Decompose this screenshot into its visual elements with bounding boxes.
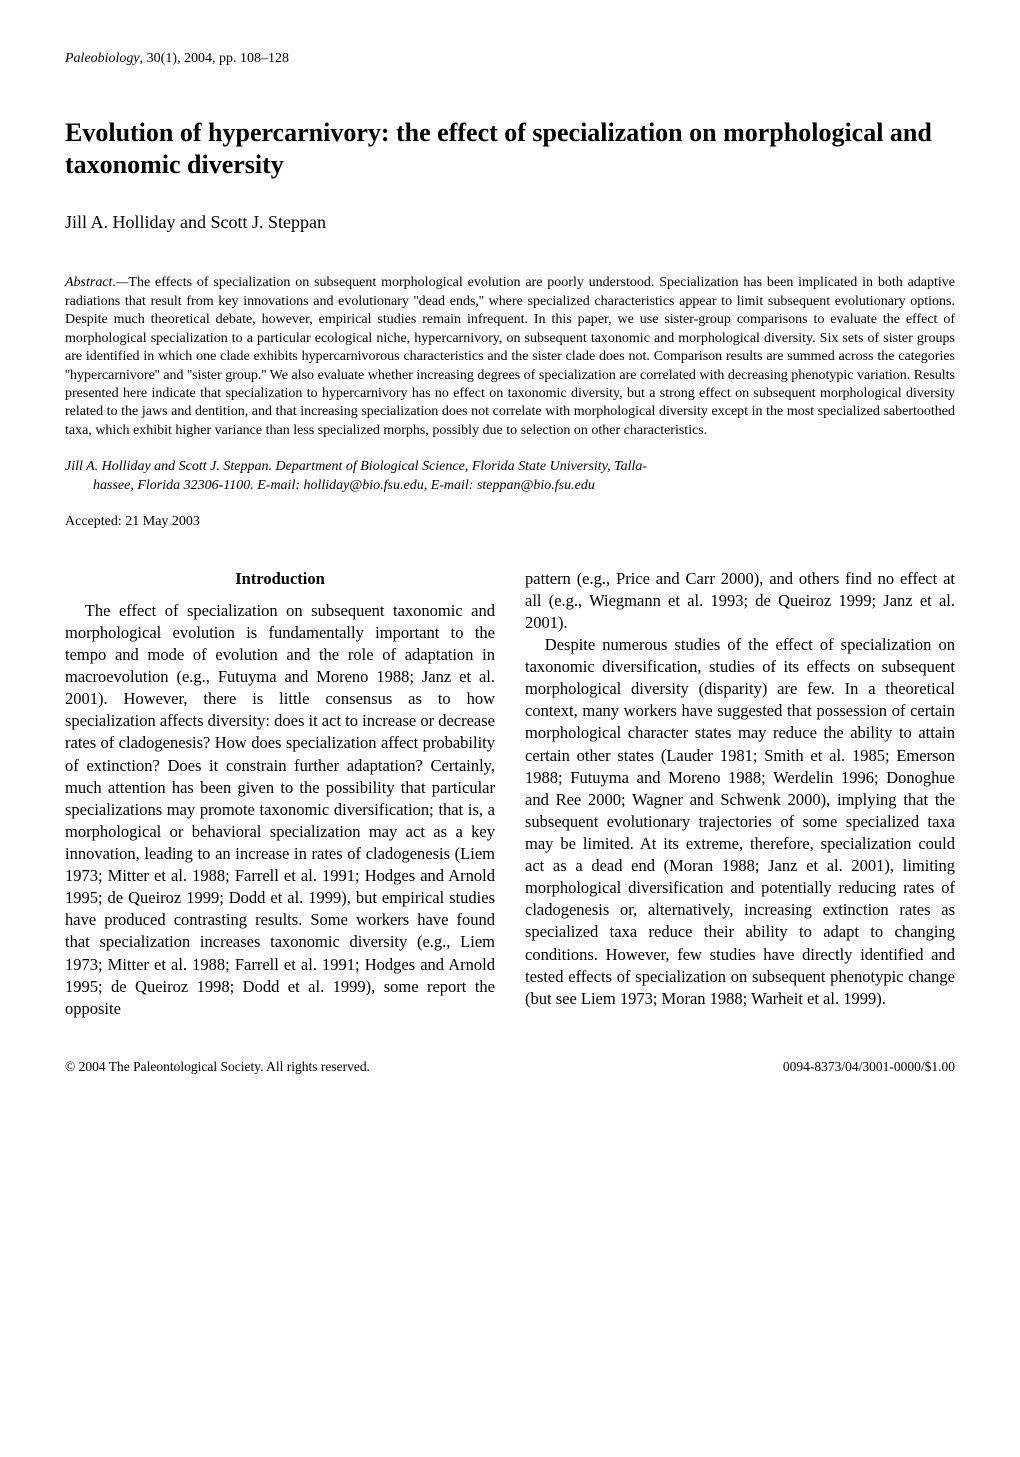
journal-header: Paleobiology, 30(1), 2004, pp. 108–128 <box>65 50 955 69</box>
journal-name: Paleobiology <box>65 51 140 66</box>
affiliation-line1: Jill A. Holliday and Scott J. Steppan. D… <box>65 459 647 474</box>
issn-text: 0094-8373/04/3001-0000/$1.00 <box>783 1058 955 1076</box>
section-heading-introduction: Introduction <box>65 568 495 590</box>
abstract-text: The effects of specialization on subsequ… <box>65 275 955 438</box>
abstract-label: Abstract.— <box>65 275 128 290</box>
column-left: Introduction The effect of specializatio… <box>65 568 495 1020</box>
article-title: Evolution of hypercarnivory: the effect … <box>65 117 955 182</box>
page-footer: © 2004 The Paleontological Society. All … <box>65 1058 955 1076</box>
column-right: pattern (e.g., Price and Carr 2000), and… <box>525 568 955 1020</box>
journal-vol-pages: , 30(1), 2004, pp. 108–128 <box>140 51 289 66</box>
copyright-text: © 2004 The Paleontological Society. All … <box>65 1058 370 1076</box>
body-paragraph: Despite numerous studies of the effect o… <box>525 634 955 1010</box>
body-paragraph: pattern (e.g., Price and Carr 2000), and… <box>525 568 955 634</box>
body-columns: Introduction The effect of specializatio… <box>65 568 955 1020</box>
abstract: Abstract.—The effects of specialization … <box>65 274 955 440</box>
affiliation-line2: hassee, Florida 32306-1100. E-mail: holl… <box>65 477 955 495</box>
author-affiliation: Jill A. Holliday and Scott J. Steppan. D… <box>65 458 955 494</box>
authors: Jill A. Holliday and Scott J. Steppan <box>65 210 955 234</box>
body-paragraph: The effect of specialization on subseque… <box>65 600 495 1020</box>
accepted-date: Accepted: 21 May 2003 <box>65 513 955 532</box>
